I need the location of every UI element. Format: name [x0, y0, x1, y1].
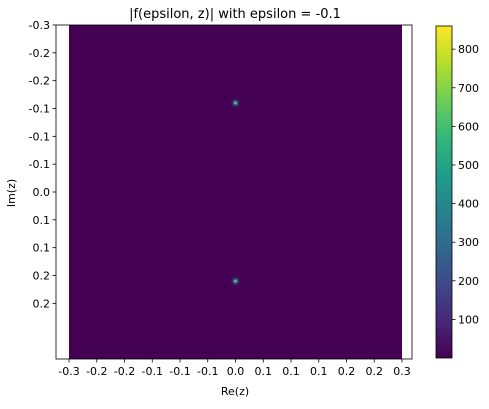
y-tick-label: 0.0: [33, 186, 51, 199]
x-tick-label: 0.1: [310, 365, 328, 378]
y-axis-label: Im(z): [5, 179, 18, 207]
x-tick-label: -0.1: [142, 365, 163, 378]
y-tick-label: 0.1: [33, 242, 51, 255]
x-tick-label: -0.1: [169, 365, 190, 378]
colorbar-tick-label: 100: [458, 313, 479, 326]
x-tick-label: -0.2: [86, 365, 107, 378]
colorbar-tick-label: 500: [458, 159, 479, 172]
peak-point: [234, 279, 237, 283]
x-tick-label: 0.1: [282, 365, 300, 378]
colorbar-gradient: [435, 25, 453, 359]
x-tick-label: 0.2: [338, 365, 356, 378]
plot-area: [55, 24, 413, 360]
x-tick-label: -0.3: [58, 365, 79, 378]
chart-title: |f(epsilon, z)| with epsilon = -0.1: [129, 7, 341, 22]
y-tick-label: 0.2: [33, 270, 51, 283]
x-tick-label: 0.2: [366, 365, 384, 378]
heatmap-image: [69, 25, 402, 359]
x-tick-label: -0.2: [114, 365, 135, 378]
colorbar-tick-label: 400: [458, 198, 479, 211]
y-tick-label: -0.1: [29, 103, 50, 116]
y-tick-label: -0.2: [29, 47, 50, 60]
y-tick-label: 0.2: [33, 297, 51, 310]
colorbar-tick-label: 600: [458, 120, 479, 133]
colorbar-tick-label: 700: [458, 82, 479, 95]
x-axis-label: Re(z): [221, 385, 249, 398]
peak-point: [234, 101, 237, 105]
x-tick-label: 0.0: [227, 365, 245, 378]
y-tick-label: -0.1: [29, 158, 50, 171]
y-tick-label: -0.2: [29, 75, 50, 88]
colorbar: 100 200 300 400 500 600 700 800: [435, 25, 479, 359]
x-axis-ticks: -0.3 -0.2 -0.2 -0.1 -0.1 -0.1 0.0 0.1 0.1 0.1 0.2 0…: [58, 359, 411, 378]
y-axis-ticks: -0.3 -0.2 -0.2 -0.1 -0.1 -0.1 0.0 0.1 0.1 0.2 0.2: [29, 19, 56, 310]
x-tick-label: 0.1: [255, 365, 273, 378]
y-tick-label: -0.1: [29, 130, 50, 143]
y-tick-label: 0.1: [33, 214, 51, 227]
x-tick-label: 0.3: [393, 365, 411, 378]
x-tick-label: -0.1: [197, 365, 218, 378]
colorbar-tick-label: 300: [458, 236, 479, 249]
colorbar-tick-label: 800: [458, 43, 479, 56]
y-tick-label: -0.3: [29, 19, 50, 32]
colorbar-tick-label: 200: [458, 275, 479, 288]
